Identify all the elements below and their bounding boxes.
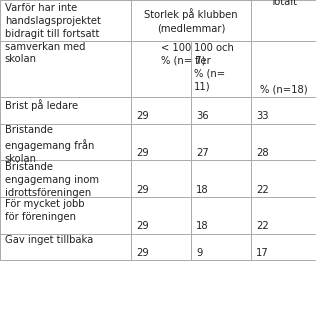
Text: 29: 29 <box>136 248 149 258</box>
Bar <box>0 0 316 260</box>
Text: Varför har inte
handslagsprojektet
bidragit till fortsatt
samverkan med
skolan: Varför har inte handslagsprojektet bidra… <box>5 3 100 64</box>
Text: 17: 17 <box>256 248 269 258</box>
Text: 29: 29 <box>136 111 149 121</box>
Text: Gav inget tillbaka: Gav inget tillbaka <box>5 235 93 245</box>
Text: 29: 29 <box>136 185 149 195</box>
Text: 9: 9 <box>196 248 202 258</box>
Text: Bristande
engagemang från
skolan: Bristande engagemang från skolan <box>5 125 94 164</box>
Text: 28: 28 <box>256 148 269 158</box>
Text: 18: 18 <box>196 221 209 231</box>
Text: 22: 22 <box>256 185 269 195</box>
Text: % (n=18): % (n=18) <box>260 84 307 94</box>
Text: 100 och
fler
% (n=
11): 100 och fler % (n= 11) <box>194 43 234 92</box>
Text: 29: 29 <box>136 148 149 158</box>
Text: 18: 18 <box>196 185 209 195</box>
Text: 27: 27 <box>196 148 209 158</box>
Text: 29: 29 <box>136 221 149 231</box>
Text: För mycket jobb
för föreningen: För mycket jobb för föreningen <box>5 199 84 221</box>
Text: < 100
% (n= 7): < 100 % (n= 7) <box>161 43 206 66</box>
Text: Storlek på klubben
(medlemmar): Storlek på klubben (medlemmar) <box>144 8 238 33</box>
Text: 33: 33 <box>256 111 269 121</box>
Text: 22: 22 <box>256 221 269 231</box>
Text: Bristande
engagemang inom
idrottsföreningen: Bristande engagemang inom idrottsförenin… <box>5 162 99 198</box>
Text: 36: 36 <box>196 111 209 121</box>
Text: Brist på ledare: Brist på ledare <box>5 99 78 111</box>
Text: Totalt: Totalt <box>270 0 297 7</box>
